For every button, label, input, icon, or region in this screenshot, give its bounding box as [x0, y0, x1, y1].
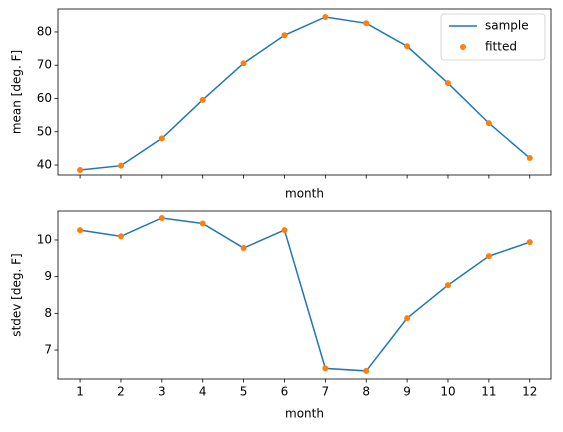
- data-line: [79, 16, 531, 171]
- data-point: [117, 162, 124, 169]
- data-point: [444, 282, 451, 289]
- y-tick-label: 10: [37, 232, 52, 246]
- x-tick-label: 10: [440, 385, 455, 399]
- data-point: [77, 227, 84, 234]
- data-line: [79, 217, 530, 372]
- x-tick-label: 7: [322, 385, 330, 399]
- data-point: [199, 96, 206, 103]
- data-point: [444, 80, 451, 87]
- data-point: [117, 233, 124, 240]
- x-tick-label: 5: [240, 385, 248, 399]
- data-point: [322, 13, 329, 20]
- axes-frame: [57, 210, 552, 380]
- data-point: [485, 120, 492, 127]
- axes-frame: [57, 8, 552, 176]
- y-tick-label: 9: [44, 269, 52, 283]
- y-tick-label: 8: [44, 306, 52, 320]
- data-point: [485, 253, 492, 260]
- x-tick-label: 12: [522, 385, 537, 399]
- data-point: [322, 365, 329, 372]
- x-tick-label: 11: [481, 385, 496, 399]
- data-point: [199, 220, 206, 227]
- data-point: [281, 227, 288, 234]
- y-tick-label: 70: [37, 58, 52, 72]
- y-tick-label: 50: [37, 124, 52, 138]
- data-point: [526, 239, 533, 246]
- data-point: [281, 32, 288, 39]
- y-tick-label: 7: [44, 343, 52, 357]
- legend-label: sample: [485, 19, 529, 33]
- y-tick-label: 40: [37, 158, 52, 172]
- legend-marker: [460, 44, 466, 50]
- x-tick-label: 4: [199, 385, 207, 399]
- data-point: [77, 167, 84, 174]
- data-point: [240, 60, 247, 67]
- data-point: [404, 315, 411, 322]
- y-axis-label: mean [deg. F]: [10, 50, 24, 134]
- x-tick-label: 2: [117, 385, 125, 399]
- x-axis-label: month: [285, 187, 324, 201]
- data-point: [526, 155, 533, 162]
- x-tick-label: 8: [362, 385, 370, 399]
- x-tick-label: 9: [403, 385, 411, 399]
- y-axis-label: stdev [deg. F]: [10, 253, 24, 336]
- data-point: [363, 20, 370, 27]
- x-tick-label: 6: [281, 385, 289, 399]
- data-point: [158, 135, 165, 142]
- y-tick-label: 60: [37, 91, 52, 105]
- x-axis-label: month: [285, 407, 324, 421]
- data-point: [363, 367, 370, 374]
- x-tick-label: 3: [158, 385, 166, 399]
- data-point: [404, 43, 411, 50]
- y-tick-label: 80: [37, 24, 52, 38]
- data-point: [158, 214, 165, 221]
- legend-label: fitted: [485, 40, 517, 54]
- data-point: [240, 245, 247, 252]
- x-tick-label: 1: [76, 385, 84, 399]
